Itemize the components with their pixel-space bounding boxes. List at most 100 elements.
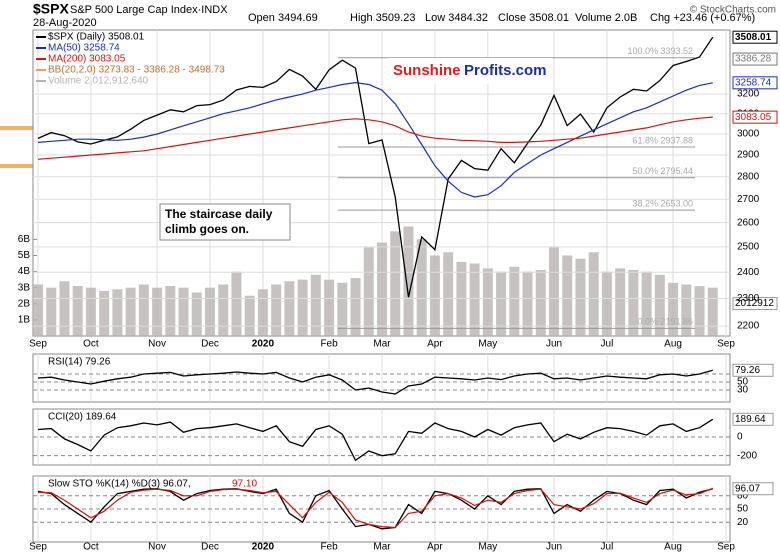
- volume-bar: [363, 247, 374, 336]
- volume-bar: [535, 269, 546, 336]
- volume-bar: [628, 269, 639, 336]
- x-tick-label: Sep: [29, 339, 47, 350]
- x-tick-label: Sep: [717, 542, 735, 552]
- y-tick-label: 3200: [737, 89, 760, 100]
- value-box: [732, 52, 778, 66]
- x-tick-label: Aug: [664, 339, 682, 350]
- logo-box: [388, 58, 552, 84]
- value-box: [732, 76, 778, 90]
- x-tick-label: Nov: [148, 542, 166, 552]
- y2-tick-label: 2B: [18, 298, 31, 309]
- x-tick-label: 2020: [252, 542, 275, 552]
- quote: High 3509.23: [350, 12, 415, 24]
- fib-label: 0.0% 2191.86: [637, 317, 693, 327]
- callout-box: [159, 203, 291, 241]
- x-tick-label: 2020: [252, 339, 275, 350]
- legend-label: $SPX (Daily) 3508.01: [48, 32, 145, 43]
- volume-bar: [152, 287, 163, 336]
- price-marker: 3386.28: [735, 54, 772, 65]
- x-tick-label: Dec: [201, 339, 219, 350]
- quote: Low 3484.32: [425, 12, 488, 24]
- y-tick-label: 30: [737, 385, 749, 396]
- volume-bar: [429, 255, 440, 336]
- volume-bar: [284, 281, 295, 336]
- volume-bar: [350, 278, 361, 336]
- x-tick-label: Jul: [601, 542, 614, 552]
- x-tick-label: Sep: [717, 339, 735, 350]
- y-tick-label: 3000: [737, 129, 760, 140]
- series-line: [37, 116, 713, 160]
- volume-bar: [231, 271, 242, 336]
- volume-bar: [549, 247, 559, 336]
- quote: Open 3494.69: [248, 12, 318, 24]
- value-box: [732, 363, 774, 377]
- y-tick-label: 2800: [737, 171, 760, 182]
- x-tick-label: Sep: [29, 542, 47, 552]
- quote: Volume 2.0B: [575, 12, 637, 24]
- y-tick-label: 2300: [737, 293, 760, 304]
- volume-bar: [403, 226, 414, 336]
- last-value: 189.64: [735, 414, 766, 425]
- x-tick-label: May: [478, 542, 497, 552]
- panel-title: Slow STO %K(14) %D(3) 96.07,: [48, 479, 191, 490]
- chart-title: S&P 500 Large Cap Index·INDX: [70, 4, 228, 16]
- series-line: [37, 81, 713, 198]
- logo-part: Sunshine: [393, 62, 461, 79]
- legend-label: BB(20,2.0) 3273.83 - 3386.28 - 3498.73: [48, 65, 225, 76]
- series-line: [37, 487, 714, 529]
- logo-part: Profits.com: [464, 62, 547, 79]
- fib-label: 61.8% 2937.88: [632, 135, 693, 145]
- last-value: 96.07: [735, 483, 760, 494]
- panel-title: RSI(14) 79.26: [48, 357, 111, 368]
- series-line: [37, 369, 713, 395]
- volume-bar: [443, 252, 454, 336]
- legend-label: Volume 2,012,912,640: [48, 76, 149, 87]
- fib-label: 50.0% 2795.44: [632, 166, 693, 176]
- volume-bar: [218, 284, 229, 336]
- x-tick-label: Jul: [601, 339, 614, 350]
- volume-bar: [694, 286, 705, 336]
- volume-bar: [509, 266, 520, 336]
- volume-bar: [496, 271, 507, 336]
- volume-bar: [72, 286, 83, 336]
- volume-bar: [390, 231, 401, 336]
- y-tick-label: 2400: [737, 267, 760, 278]
- price-marker: 3083.05: [735, 112, 772, 123]
- y-tick-label: 50: [737, 377, 749, 388]
- annotation: climb goes on.: [165, 222, 249, 236]
- volume-bar: [33, 284, 43, 336]
- x-tick-label: Mar: [373, 339, 391, 350]
- x-tick-label: Mar: [373, 542, 391, 552]
- quote: Chg +23.46 (+0.67%): [650, 12, 755, 24]
- x-tick-label: Nov: [148, 339, 166, 350]
- volume-bar: [654, 274, 665, 336]
- volume-bar: [575, 258, 586, 336]
- y-tick-label: 2500: [737, 242, 760, 253]
- volume-marker: 2012912: [735, 298, 774, 309]
- x-tick-label: Oct: [83, 542, 99, 552]
- symbol: $SPX: [33, 1, 69, 17]
- y-tick-label: 20: [737, 517, 749, 528]
- volume-bar: [601, 271, 612, 336]
- volume-bar: [707, 287, 718, 336]
- copyright: © StockCharts.com: [690, 5, 776, 16]
- y-tick-label: 0: [737, 432, 743, 443]
- x-tick-label: Feb: [320, 339, 338, 350]
- volume-bar: [377, 242, 387, 336]
- panel-title: CCI(20) 189.64: [48, 412, 117, 423]
- panel-title: 97.10: [232, 479, 257, 490]
- volume-bar: [416, 239, 427, 336]
- volume-bar: [138, 284, 149, 336]
- x-tick-label: Apr: [427, 339, 443, 350]
- x-tick-label: May: [478, 339, 497, 350]
- volume-bar: [469, 263, 480, 336]
- x-tick-label: Oct: [83, 339, 99, 350]
- annotation: The staircase daily: [165, 207, 273, 221]
- x-tick-label: Jun: [546, 542, 562, 552]
- y-tick-label: 2600: [737, 217, 760, 228]
- y2-tick-label: 3B: [18, 282, 31, 293]
- volume-bar: [112, 289, 123, 336]
- fib-label: 38.2% 2653.00: [632, 199, 693, 209]
